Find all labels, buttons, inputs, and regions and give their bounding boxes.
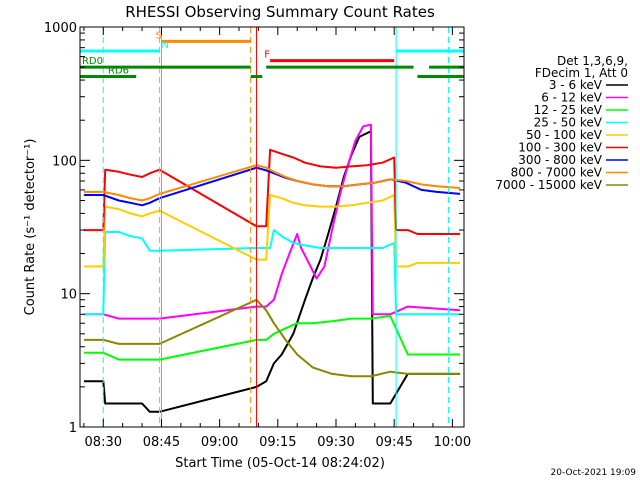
- legend-entry-7000-15000-kev: 7000 - 15000 keV: [495, 178, 602, 192]
- status-bar-label-f: F: [264, 50, 270, 61]
- x-tick-label: 08:45: [143, 435, 180, 450]
- legend-entry-100-300-kev: 100 - 300 keV: [518, 141, 602, 155]
- status-bar-label-rd6: RD6: [108, 66, 129, 77]
- legend-entry-50-100-kev: 50 - 100 keV: [526, 128, 603, 142]
- x-axis: 08:30 08:45 09:00 09:15 09:30 09:45 10:00: [83, 27, 471, 450]
- plot-content: [83, 123, 461, 413]
- x-tick-label: 09:00: [201, 435, 238, 450]
- x-axis-label: Start Time (05-Oct-14 08:24:02): [175, 456, 385, 471]
- status-bar-label-n: N: [161, 40, 168, 51]
- legend-entry-300-800-kev: 300 - 800 keV: [518, 153, 602, 167]
- y-tick-label: 1000: [44, 21, 77, 36]
- status-bars: SN F RD0 RD6: [80, 30, 464, 79]
- status-bar-label-s: S: [156, 30, 162, 41]
- x-tick-label: 08:30: [85, 435, 122, 450]
- legend-header-line: FDecim 1, Att 0: [535, 66, 628, 80]
- vertical-markers: [102, 27, 449, 427]
- legend-entry-12-25-kev: 12 - 25 keV: [534, 103, 603, 117]
- legend-entry-3-6-kev: 3 - 6 keV: [549, 78, 603, 92]
- series-line-800-7000-kev: [83, 164, 461, 202]
- x-tick-label: 10:00: [434, 435, 471, 450]
- legend-entry-6-12-kev: 6 - 12 keV: [541, 91, 603, 105]
- y-axis: 1 10 100 1000: [44, 21, 464, 436]
- x-tick-label: 09:45: [375, 435, 412, 450]
- series-line-100-300-kev: [83, 148, 461, 235]
- y-tick-label: 100: [52, 154, 77, 169]
- status-bar-label-rd0: RD0: [82, 56, 103, 67]
- y-tick-label: 1: [69, 421, 77, 436]
- legend-entry-800-7000-kev: 800 - 7000 keV: [511, 166, 603, 180]
- plot-frame: [79, 26, 465, 428]
- y-tick-label: 10: [60, 288, 77, 303]
- x-tick-label: 09:30: [317, 435, 354, 450]
- y-axis-label: Count Rate (s⁻¹ detector⁻¹): [23, 139, 38, 316]
- legend-entry-25-50-kev: 25 - 50 keV: [534, 116, 603, 130]
- series-line-25-50-kev: [83, 229, 461, 316]
- x-tick-label: 09:15: [259, 435, 296, 450]
- chart-title: RHESSI Observing Summary Count Rates: [125, 3, 435, 21]
- legend-header-line: Det 1,3,6,9,: [557, 54, 628, 68]
- series-line-7000-15000-kev: [83, 298, 461, 378]
- footer-timestamp: 20-Oct-2021 19:09: [551, 468, 637, 478]
- series-line-12-25-kev: [83, 315, 461, 361]
